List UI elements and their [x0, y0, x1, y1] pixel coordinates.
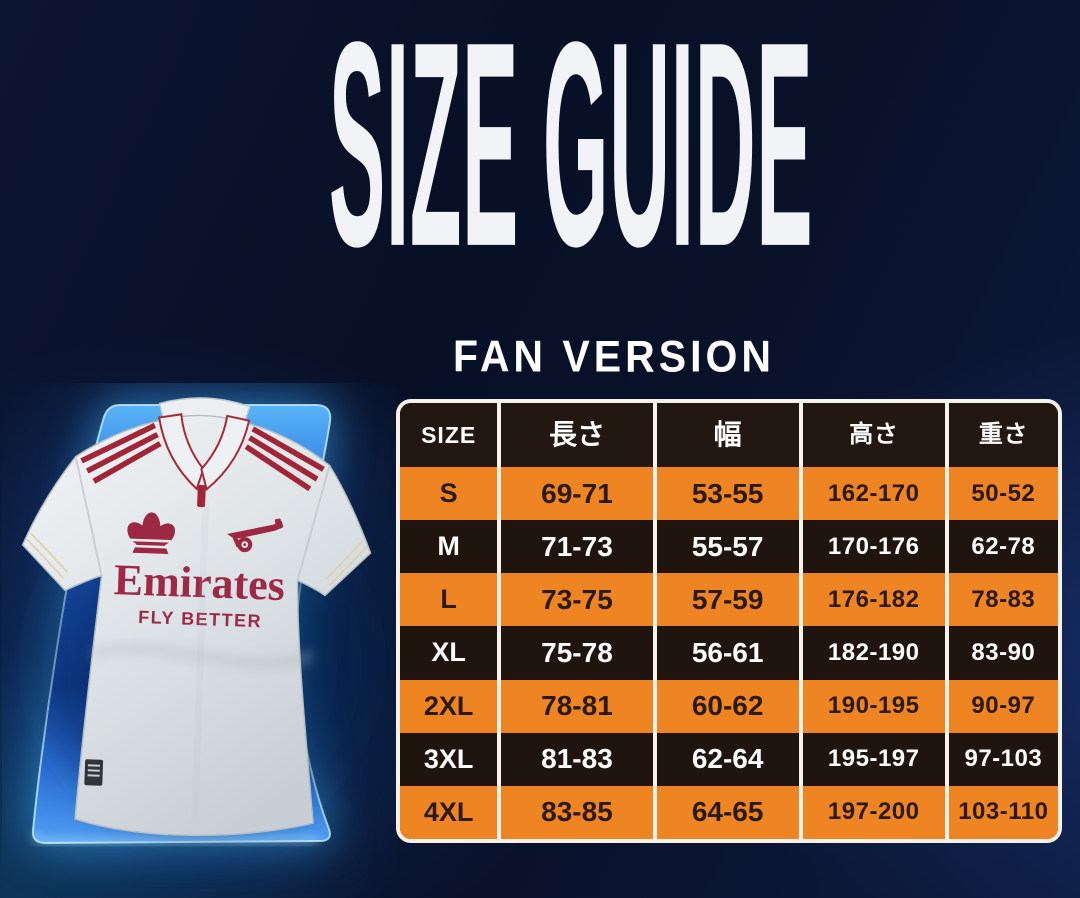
- cuff-trim-left: [26, 532, 69, 579]
- table-cell: 57-59: [657, 573, 803, 627]
- collar-flap-right: [200, 414, 251, 492]
- table-cell: 176-182: [803, 573, 949, 627]
- table-cell: 73-75: [501, 573, 657, 627]
- table-row: L 73-75 57-59 176-182 78-83: [400, 573, 1058, 627]
- cuff-trim-right: [324, 540, 368, 587]
- table-cell: 182-190: [803, 626, 949, 680]
- table-cell: 103-110: [958, 798, 1049, 826]
- column-header: 重さ: [978, 421, 1028, 448]
- jersey: Emirates FLY BETTER: [21, 397, 372, 837]
- table-cell: 170-176: [803, 520, 949, 574]
- table-row: 2XL 78-81 60-62 190-195 90-97: [400, 679, 1058, 733]
- row-size-label: 2XL: [400, 679, 502, 733]
- sleeve-seam-right: [296, 465, 331, 581]
- section-heading: FAN VERSION: [453, 331, 775, 382]
- table-cell: 60-62: [657, 679, 803, 733]
- table-cell: 83-85: [501, 785, 657, 839]
- table-row: 3XL 81-83 62-64 195-197 97-103: [400, 732, 1058, 786]
- table-cell: 75-78: [501, 626, 657, 680]
- page-title: SIZE GUIDE: [328, 0, 814, 308]
- table-cell: 50-52: [971, 479, 1036, 507]
- row-size-label: 4XL: [400, 785, 502, 839]
- table-cell: 162-170: [803, 467, 949, 521]
- placket: [197, 485, 206, 508]
- panel-bottom-glow: [33, 832, 319, 844]
- column-header: 幅: [657, 403, 803, 467]
- table-cell: 83-90: [971, 638, 1036, 666]
- table-cell: 90-97: [971, 692, 1036, 720]
- jersey-image: Emirates FLY BETTER: [21, 397, 372, 845]
- table-cell: 197-200: [803, 785, 949, 839]
- table-cell: 62-64: [657, 732, 803, 786]
- table-cell: 195-197: [803, 732, 949, 786]
- table-cell: 78-81: [501, 679, 657, 733]
- arsenal-cannon-icon: [227, 518, 284, 553]
- table-cell: 56-61: [657, 626, 803, 680]
- row-size-label: XL: [400, 626, 502, 680]
- row-size-label: S: [400, 467, 502, 521]
- care-label: [84, 759, 104, 786]
- column-header-size: SIZE: [400, 403, 502, 467]
- table-header-row: SIZE 長さ幅高さ 重さ: [400, 403, 1058, 467]
- jersey-body: [21, 414, 372, 837]
- adidas-trefoil-icon: [127, 512, 176, 554]
- table-cell: 81-83: [501, 732, 657, 786]
- column-header: 長さ: [501, 403, 657, 467]
- table-cell: 62-78: [971, 532, 1036, 560]
- collar-flap-left: [158, 413, 205, 491]
- row-size-label: M: [400, 520, 502, 574]
- size-table: SIZE 長さ幅高さ 重さ S 69-71 53-55 162-170 50-52 M 71-73…: [396, 399, 1062, 843]
- table-cell: 53-55: [657, 467, 803, 521]
- table-cell: 71-73: [501, 520, 657, 574]
- table-cell: 69-71: [501, 467, 657, 521]
- table-cell: 97-103: [964, 745, 1043, 773]
- table-row: S 69-71 53-55 162-170 50-52: [400, 467, 1058, 521]
- table-cell: 78-83: [971, 585, 1036, 613]
- sleeve-seam-left: [74, 456, 103, 576]
- table-cell: 64-65: [657, 785, 803, 839]
- row-size-label: 3XL: [400, 732, 502, 786]
- row-size-label: L: [400, 573, 502, 627]
- adidas-stripes-icon: [80, 422, 325, 492]
- table-cell: 55-57: [657, 520, 803, 574]
- table-row: M 71-73 55-57 170-176 62-78: [400, 520, 1058, 574]
- table-row: XL 75-78 56-61 182-190 83-90: [400, 626, 1058, 680]
- fabric-fold: [189, 502, 210, 818]
- column-header: 高さ: [803, 403, 949, 467]
- table-row: 4XL 83-85 64-65 197-200 103-110: [400, 785, 1058, 839]
- table-cell: 190-195: [803, 679, 949, 733]
